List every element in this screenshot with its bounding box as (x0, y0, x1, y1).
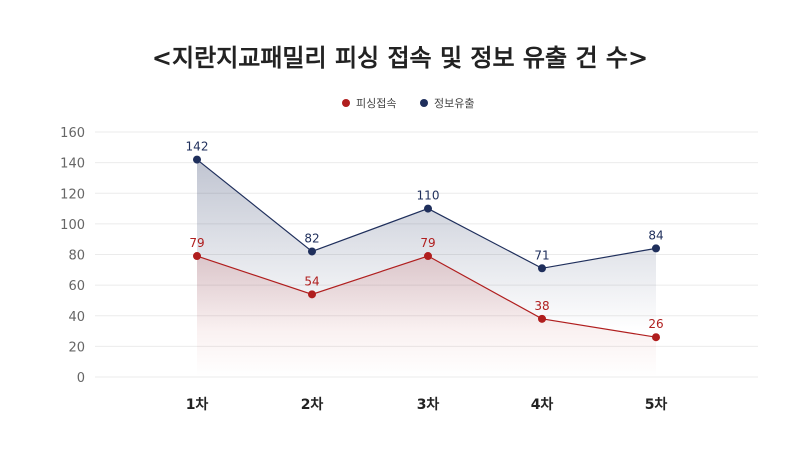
data-point-phishing (193, 252, 201, 261)
data-label-phishing: 54 (304, 274, 319, 288)
data-label-phishing: 26 (648, 317, 663, 331)
data-label-phishing: 79 (420, 236, 435, 250)
data-label-leak: 82 (304, 231, 319, 245)
y-tick-label: 20 (68, 340, 85, 355)
y-tick-label: 80 (68, 249, 85, 264)
data-label-phishing: 79 (189, 236, 204, 250)
x-tick-label: 3차 (417, 397, 440, 413)
x-axis: 1차 2차 3차 4차 5차 (186, 397, 668, 413)
data-point-phishing (308, 290, 316, 299)
data-label-leak: 84 (648, 228, 663, 242)
data-label-leak: 142 (186, 140, 209, 154)
data-point-phishing (652, 333, 660, 342)
area-leak (197, 159, 656, 332)
legend: 피싱접속 정보유출 (342, 97, 474, 110)
legend-marker-phishing (342, 99, 350, 107)
y-axis: 0 20 40 60 80 100 120 140 160 (60, 126, 85, 386)
y-tick-label: 140 (60, 157, 85, 172)
area-phishing (197, 256, 656, 377)
y-tick-label: 120 (60, 187, 85, 202)
y-tick-label: 0 (77, 371, 85, 386)
data-point-leak (308, 247, 316, 256)
data-label-leak: 110 (417, 189, 440, 203)
y-tick-label: 160 (60, 126, 85, 141)
legend-marker-leak (420, 99, 428, 107)
y-tick-label: 100 (60, 218, 85, 233)
data-point-leak (424, 204, 432, 213)
data-label-phishing: 38 (534, 299, 549, 313)
data-point-leak (538, 264, 546, 273)
legend-label-leak: 정보유출 (434, 97, 474, 110)
data-point-leak (652, 244, 660, 253)
data-label-leak: 71 (534, 248, 549, 262)
data-point-phishing (538, 314, 546, 323)
chart-title: <지란지교패밀리 피싱 접속 및 정보 유출 건 수> (152, 44, 648, 72)
data-points (193, 155, 660, 342)
y-tick-label: 60 (68, 279, 85, 294)
y-tick-label: 40 (68, 310, 85, 325)
areas (197, 159, 656, 377)
data-labels: 79 54 79 38 26 142 82 110 71 84 (186, 140, 664, 332)
x-tick-label: 5차 (645, 397, 668, 413)
x-tick-label: 1차 (186, 397, 209, 413)
data-point-leak (193, 155, 201, 164)
x-tick-label: 4차 (531, 397, 554, 413)
legend-label-phishing: 피싱접속 (356, 97, 396, 110)
data-point-phishing (424, 252, 432, 261)
x-tick-label: 2차 (301, 397, 324, 413)
